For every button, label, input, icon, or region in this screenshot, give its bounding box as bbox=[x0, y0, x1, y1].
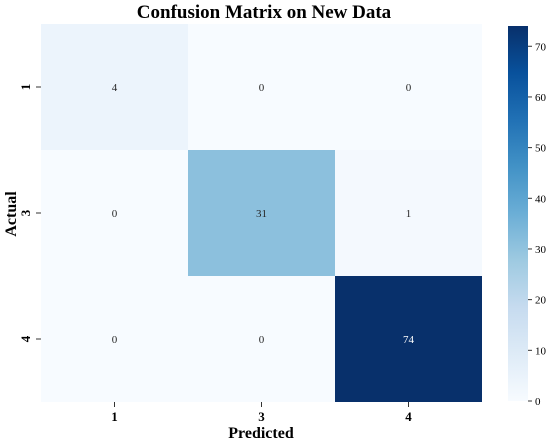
x-axis-ticks: 1 3 4 bbox=[111, 402, 412, 424]
cell-value-label: 74 bbox=[403, 334, 415, 346]
heatmap-cell-labels: 4 0 0 0 31 1 0 0 74 bbox=[112, 82, 415, 346]
heatmap-cell bbox=[41, 276, 188, 402]
cell-value-label: 0 bbox=[259, 334, 265, 346]
heatmap-cell bbox=[188, 276, 335, 402]
colorbar-tick-label: 10 bbox=[535, 345, 547, 357]
x-tick-label: 3 bbox=[258, 409, 265, 424]
heatmap-cell bbox=[41, 150, 188, 276]
colorbar-tick-label: 30 bbox=[535, 244, 547, 256]
heatmap-cell bbox=[335, 276, 482, 402]
heatmap-cell bbox=[188, 24, 335, 150]
cell-value-label: 1 bbox=[406, 208, 412, 220]
y-tick-label: 4 bbox=[18, 335, 33, 342]
y-axis-ticks: 1 3 4 bbox=[18, 84, 41, 342]
colorbar-tick-label: 50 bbox=[535, 143, 547, 155]
colorbar bbox=[508, 26, 528, 401]
x-tick-label: 4 bbox=[405, 409, 412, 424]
x-tick-label: 1 bbox=[111, 409, 118, 424]
chart-title: Confusion Matrix on New Data bbox=[137, 2, 392, 23]
cell-value-label: 0 bbox=[112, 208, 118, 220]
colorbar-tick-label: 0 bbox=[535, 396, 541, 408]
colorbar-ticks: 0 10 20 30 40 50 60 70 bbox=[528, 41, 547, 408]
x-axis-label: Predicted bbox=[228, 425, 294, 441]
heatmap-cell bbox=[41, 24, 188, 150]
cell-value-label: 31 bbox=[256, 208, 267, 220]
y-tick-label: 1 bbox=[18, 84, 33, 91]
colorbar-tick-label: 70 bbox=[535, 41, 547, 53]
colorbar-tick-label: 60 bbox=[535, 92, 547, 104]
heatmap-cells bbox=[41, 24, 482, 402]
colorbar-tick-label: 40 bbox=[535, 193, 547, 205]
heatmap-cell bbox=[335, 24, 482, 150]
colorbar-tick-label: 20 bbox=[535, 295, 547, 307]
y-axis-label: Actual bbox=[3, 191, 20, 237]
cell-value-label: 0 bbox=[406, 82, 412, 94]
y-tick-label: 3 bbox=[18, 209, 33, 216]
heatmap-cell bbox=[188, 150, 335, 276]
heatmap-cell bbox=[335, 150, 482, 276]
cell-value-label: 0 bbox=[259, 82, 265, 94]
cell-value-label: 0 bbox=[112, 334, 118, 346]
cell-value-label: 4 bbox=[112, 82, 118, 94]
